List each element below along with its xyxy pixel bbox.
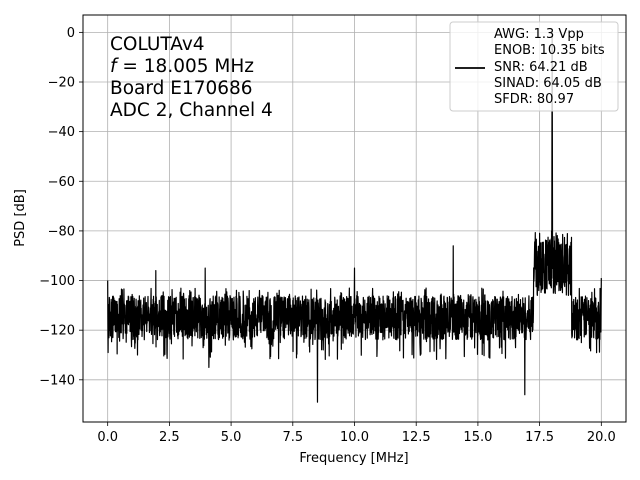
y-tick-label: −100: [39, 274, 75, 289]
annotation-box: COLUTAv4 f = 18.005 MHz Board E170686 AD…: [110, 34, 273, 121]
y-axis-label: PSD [dB]: [13, 189, 28, 247]
legend-box: [449, 21, 619, 112]
annotation-frequency-value: = 18.005 MHz: [122, 56, 254, 77]
y-tick-label: −60: [48, 175, 75, 190]
x-tick-label: 2.5: [159, 430, 180, 445]
x-tick-label: 17.5: [525, 430, 554, 445]
legend-sinad: SINAD: 64.05 dB: [494, 76, 602, 91]
y-tick-label: −120: [39, 324, 75, 339]
x-tick-label: 20.0: [587, 430, 616, 445]
y-tick-label: 0: [67, 26, 75, 41]
y-tick-label: −20: [48, 76, 75, 91]
y-tick-label: −40: [48, 125, 75, 140]
x-tick-label: 5.0: [221, 430, 242, 445]
y-axis: 0 −20 −40 −60 −80 −100 −120 −140: [39, 26, 83, 388]
x-tick-label: 7.5: [282, 430, 303, 445]
y-tick-label: −140: [39, 373, 75, 388]
x-axis-label: Frequency [MHz]: [299, 451, 408, 466]
legend-snr: SNR: 64.21 dB: [494, 60, 588, 75]
x-tick-label: 10.0: [340, 430, 369, 445]
annotation-line-frequency: f = 18.005 MHz: [110, 56, 254, 77]
x-tick-label: 15.0: [463, 430, 492, 445]
legend-enob: ENOB: 10.35 bits: [494, 43, 605, 58]
y-tick-label: −80: [48, 224, 75, 239]
x-tick-label: 0.0: [97, 430, 118, 445]
annotation-line-board: Board E170686: [110, 78, 253, 99]
x-axis: 0.0 2.5 5.0 7.5 10.0 12.5 15.0 17.5 20.0: [97, 422, 616, 445]
psd-trace: [107, 31, 602, 403]
legend-awg: AWG: 1.3 Vpp: [494, 27, 584, 42]
annotation-line-chip: COLUTAv4: [110, 34, 205, 55]
psd-series-line: [107, 31, 602, 403]
legend: AWG: 1.3 Vpp ENOB: 10.35 bits SNR: 64.21…: [449, 21, 619, 112]
x-tick-label: 12.5: [402, 430, 431, 445]
annotation-italic-f: f: [110, 56, 119, 77]
annotation-line-channel: ADC 2, Channel 4: [110, 100, 273, 121]
legend-sfdr: SFDR: 80.97: [494, 92, 574, 107]
